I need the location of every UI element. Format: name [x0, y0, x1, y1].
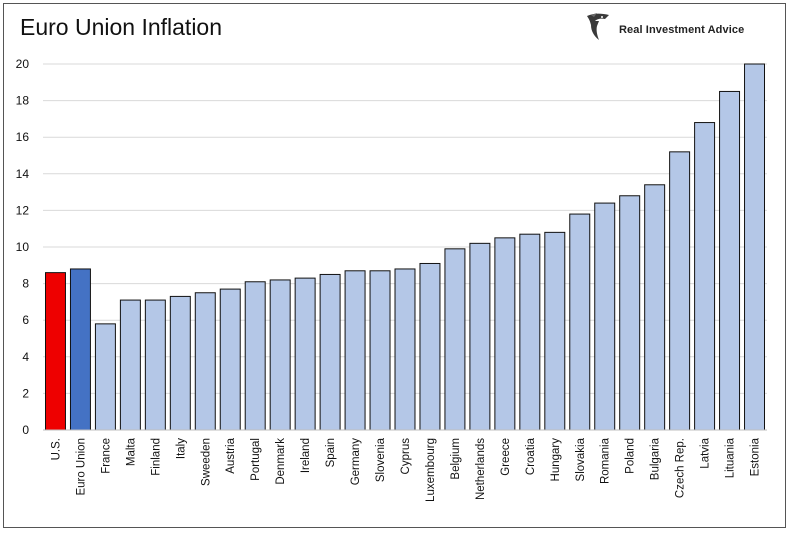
x-tick-label: Euro Union	[75, 438, 87, 496]
x-tick-label: Bulgaria	[650, 437, 662, 480]
x-tick-label: Netherlands	[475, 438, 487, 500]
bar	[619, 195, 641, 431]
bar	[69, 268, 91, 431]
y-tick-label: 10	[16, 240, 30, 254]
brand-logo: Real Investment Advice	[585, 12, 744, 47]
bar	[219, 288, 241, 431]
bar	[369, 270, 391, 431]
x-tick-label: Ireland	[300, 438, 312, 473]
y-tick-label: 6	[22, 313, 29, 327]
brand-name: Real Investment Advice	[619, 23, 745, 36]
bar	[144, 299, 166, 431]
bar	[719, 90, 741, 431]
x-tick-label: Finland	[150, 438, 162, 476]
x-tick-label: Germany	[350, 438, 362, 486]
x-tick-label: Slovakia	[575, 437, 587, 481]
bar	[344, 270, 366, 431]
bar	[669, 151, 691, 431]
x-tick-label: U.S.	[50, 438, 62, 460]
y-tick-label: 12	[16, 203, 30, 217]
x-tick-label: Denmark	[275, 438, 287, 485]
bar	[519, 233, 541, 431]
bar	[594, 202, 616, 431]
bar	[744, 63, 766, 431]
y-tick-label: 20	[16, 57, 30, 71]
bar	[544, 231, 566, 431]
bar	[419, 262, 441, 431]
bar	[119, 299, 141, 431]
x-tick-label: Cyprus	[400, 438, 412, 475]
x-tick-label: Sweeden	[200, 438, 212, 486]
bar	[169, 295, 191, 431]
x-tick-label: Austria	[225, 437, 237, 473]
x-tick-label: Latvia	[700, 437, 712, 468]
bar	[319, 273, 341, 431]
x-tick-label: Malta	[125, 437, 137, 466]
x-tick-label: Luxembourg	[425, 438, 437, 502]
y-tick-label: 18	[16, 94, 30, 108]
y-tick-label: 2	[22, 386, 29, 400]
y-tick-label: 8	[22, 277, 29, 291]
bar	[644, 184, 666, 431]
x-tick-label: Spain	[325, 438, 337, 467]
bar	[94, 323, 116, 431]
bar	[494, 237, 516, 431]
y-tick-label: 16	[16, 130, 30, 144]
x-tick-label: Hungary	[550, 438, 562, 482]
bar	[569, 213, 591, 431]
x-tick-label: Portugal	[250, 438, 262, 481]
eagle-icon	[585, 12, 611, 47]
bar	[269, 279, 291, 431]
x-tick-label: Slovenia	[375, 437, 387, 482]
y-tick-label: 4	[22, 350, 29, 364]
x-tick-label: Belgium	[450, 438, 462, 480]
x-tick-label: Italy	[175, 438, 187, 459]
x-tick-label: Romania	[600, 437, 612, 484]
bar	[469, 242, 491, 431]
x-tick-label: Greece	[500, 438, 512, 476]
bar	[694, 122, 716, 431]
x-tick-label: France	[100, 438, 112, 474]
y-tick-label: 0	[22, 423, 29, 437]
chart-title: Euro Union Inflation	[20, 14, 223, 40]
y-tick-label: 14	[16, 167, 30, 181]
x-tick-label: Lituania	[725, 437, 737, 478]
x-tick-label: Poland	[625, 438, 637, 474]
bar	[244, 281, 266, 431]
x-tick-label: Estonia	[750, 437, 762, 476]
bar	[294, 277, 316, 431]
bar	[44, 272, 66, 431]
x-tick-label: Croatia	[525, 437, 537, 475]
bar	[444, 248, 466, 431]
bar	[194, 292, 216, 431]
bar	[394, 268, 416, 431]
x-tick-label: Czech Rep.	[675, 438, 687, 498]
